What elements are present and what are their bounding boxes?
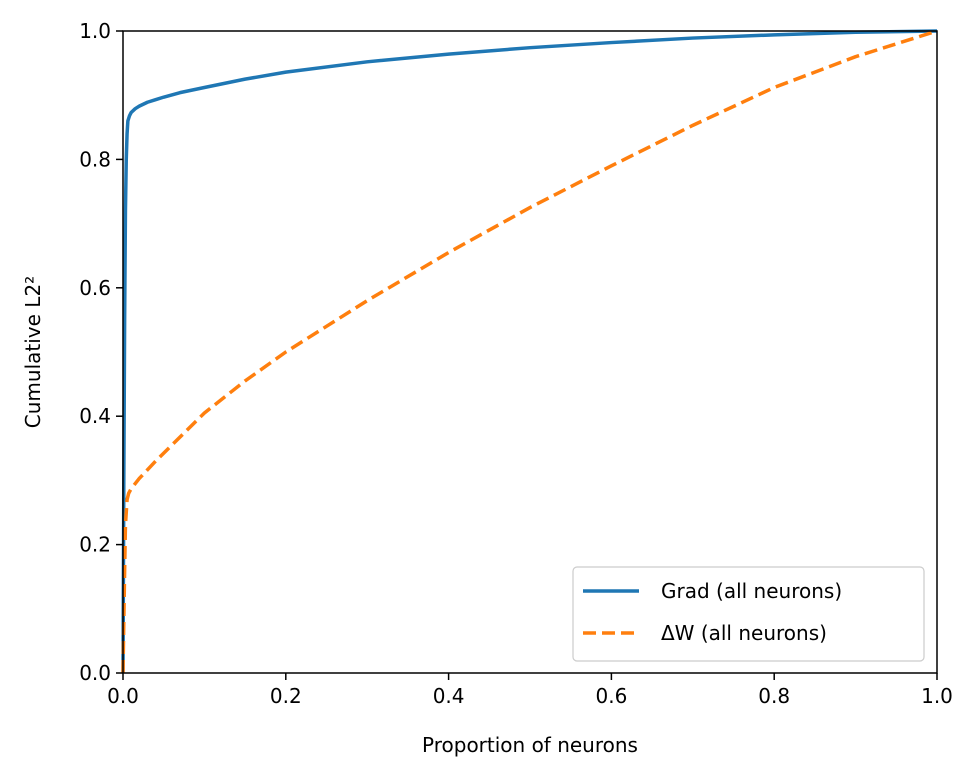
y-tick-label: 0.4 [79,404,111,428]
series-layer [121,29,938,674]
y-tick-label: 0.2 [79,533,111,557]
x-tick-label: 1.0 [921,684,953,708]
series-line-grad [121,29,938,674]
x-axis-title: Proportion of neurons [422,733,638,757]
x-tick-label: 0.6 [595,684,627,708]
y-tick-label: 0.6 [79,276,111,300]
legend-label: Grad (all neurons) [661,579,842,603]
series-line-delta-w [121,29,938,674]
y-tick-label: 1.0 [79,19,111,43]
x-tick-label: 0.2 [270,684,302,708]
legend-label: ΔW (all neurons) [661,621,827,645]
y-axis-ticks: 0.0 0.2 0.4 0.6 0.8 1.0 [79,19,123,685]
y-axis-title: Cumulative L2² [21,276,45,428]
x-axis-ticks: 0.0 0.2 0.4 0.6 0.8 1.0 [107,673,953,708]
y-tick-label: 0.8 [79,147,111,171]
x-tick-label: 0.4 [433,684,465,708]
legend: Grad (all neurons) ΔW (all neurons) [572,566,925,662]
axes-frame [122,30,938,674]
y-tick-label: 0.0 [79,661,111,685]
x-tick-label: 0.0 [107,684,139,708]
legend-box [572,566,925,662]
x-tick-label: 0.8 [758,684,790,708]
